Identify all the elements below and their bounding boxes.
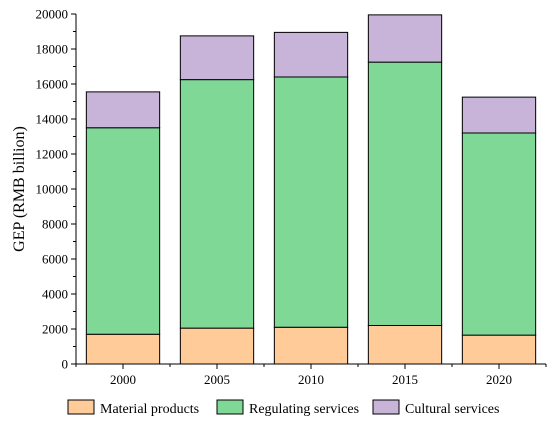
x-tick-label: 2020: [486, 372, 512, 387]
legend: Material products Regulating services Cult…: [67, 399, 499, 417]
bar-regulating-services-2010: [273, 76, 349, 328]
x-tick-label: 2000: [110, 372, 136, 387]
y-tick-label: 18000: [36, 42, 69, 57]
y-axis-title: GEP (RMB billion): [11, 126, 28, 252]
y-tick-label: 4000: [42, 287, 68, 302]
bar-material-products-2015: [367, 325, 443, 365]
bar-cultural-services-2020: [461, 96, 537, 134]
bars-group: [85, 14, 537, 365]
y-tick-label: 10000: [36, 182, 69, 197]
x-tick-label: 2010: [298, 372, 324, 387]
y-tick-label: 8000: [42, 217, 68, 232]
y-tick-label: 2000: [42, 322, 68, 337]
bar-cultural-services-2000: [85, 91, 161, 129]
y-tick-label: 14000: [36, 112, 69, 127]
legend-swatch-cultural-services: [372, 399, 400, 415]
bar-material-products-2000: [85, 333, 161, 365]
bar-regulating-services-2000: [85, 127, 161, 335]
y-tick-label: 16000: [36, 77, 69, 92]
legend-swatch-regulating-services: [216, 399, 244, 415]
y-tick-label: 12000: [36, 147, 69, 162]
bar-material-products-2005: [179, 327, 255, 365]
x-tick-label: 2015: [392, 372, 418, 387]
bar-cultural-services-2015: [367, 14, 443, 63]
y-tick-label: 6000: [42, 252, 68, 267]
y-tick-label: 0: [62, 357, 69, 372]
bar-regulating-services-2015: [367, 61, 443, 326]
x-tick-label: 2005: [204, 372, 230, 387]
bar-regulating-services-2005: [179, 79, 255, 329]
legend-swatch-material-products: [67, 399, 95, 415]
bar-cultural-services-2005: [179, 35, 255, 81]
bar-material-products-2010: [273, 326, 349, 365]
y-tick-label: 20000: [36, 7, 69, 22]
bar-regulating-services-2020: [461, 132, 537, 336]
axes-group: 0 2000 4000 6000 8000 10000 12000 14000 16000 180…: [36, 7, 547, 387]
legend-label-regulating-services: Regulating services: [249, 402, 359, 417]
legend-label-cultural-services: Cultural services: [405, 402, 499, 417]
bar-cultural-services-2010: [273, 31, 349, 78]
legend-label-material-products: Material products: [100, 402, 199, 417]
bar-material-products-2020: [461, 334, 537, 365]
